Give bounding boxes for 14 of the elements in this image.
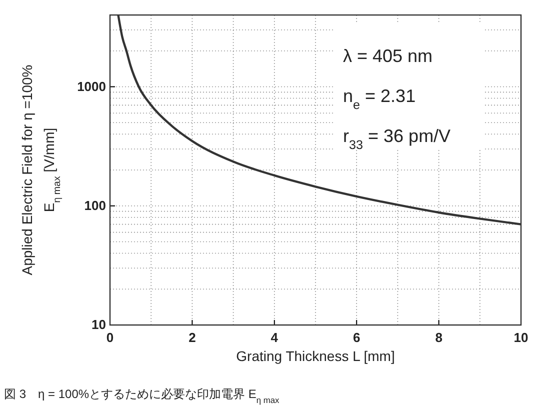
x-tick-label: 6 <box>352 330 360 346</box>
y-tick-label: 100 <box>84 198 106 214</box>
y-tick-label: 10 <box>92 317 106 332</box>
annotation: λ = 405 nm <box>343 46 433 66</box>
x-tick-label: 2 <box>188 330 196 346</box>
x-axis-title: Grating Thickness L [mm] <box>236 348 395 364</box>
annotation: r$_{33}$ = 36 pm/V <box>343 126 451 152</box>
x-tick-label: 0 <box>106 330 114 346</box>
annotation: n$_{e}$ = 2.31 <box>343 86 416 112</box>
caption: 図 3 η = 100%とするために必要な印加電界 E$_{η max}$ <box>4 387 280 405</box>
y-tick-label: 1000 <box>77 78 106 94</box>
x-tick-label: 10 <box>514 330 528 346</box>
x-tick-label: 8 <box>435 330 442 346</box>
x-tick-label: 4 <box>270 330 279 346</box>
